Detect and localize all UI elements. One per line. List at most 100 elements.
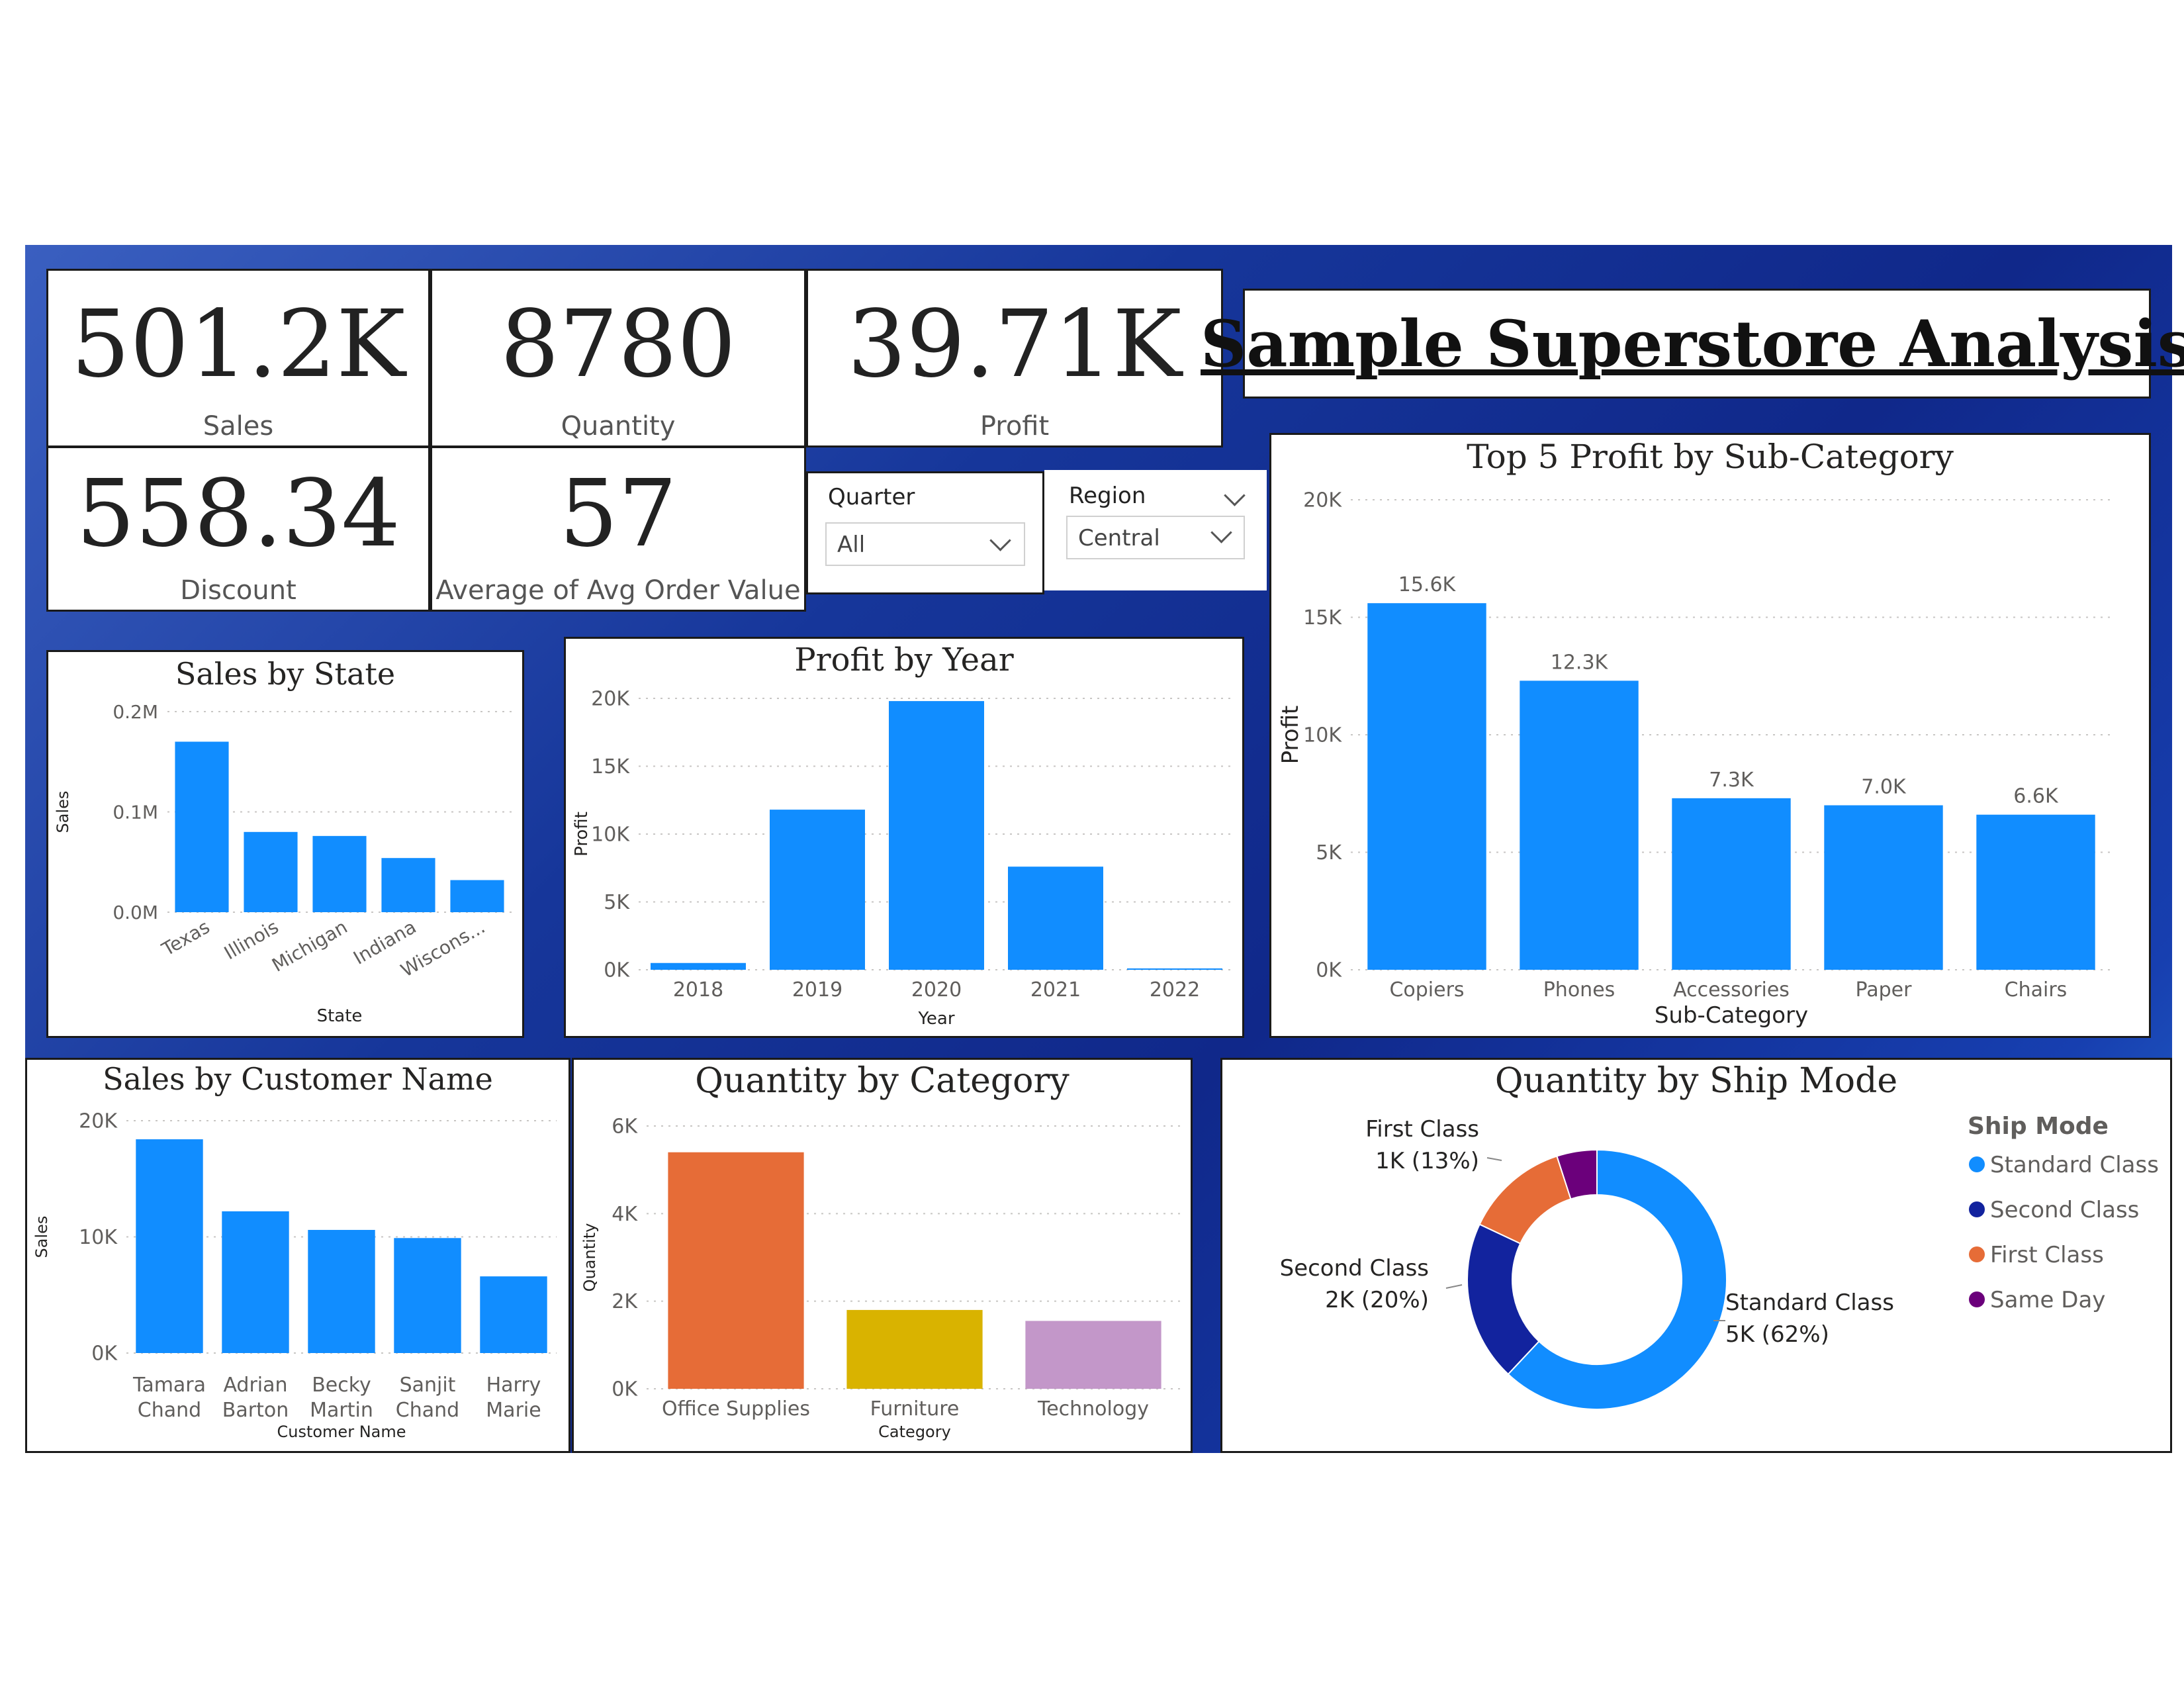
x-tick-label: Office Supplies <box>662 1397 810 1421</box>
donut-slice <box>1507 1149 1727 1410</box>
kpi-sales-value: 501.2K <box>71 291 406 399</box>
quantity-by-ship-mode-title: Quantity by Ship Mode <box>1494 1061 1898 1101</box>
legend-swatch <box>1969 1201 1985 1217</box>
quarter-slicer[interactable]: Quarter All <box>806 471 1044 594</box>
y-tick-label: 20K <box>79 1110 118 1133</box>
x-tick-label: Chand <box>396 1399 459 1422</box>
legend-entry: First Class <box>1990 1242 2104 1268</box>
y-tick-label: 5K <box>604 891 630 914</box>
y-tick-label: 6K <box>612 1115 638 1139</box>
x-tick-label: Phones <box>1543 978 1615 1002</box>
x-tick-label: Harry <box>486 1374 541 1397</box>
x-axis-title: Category <box>878 1423 951 1441</box>
x-tick-label: 2021 <box>1030 978 1081 1002</box>
y-tick-label: 4K <box>612 1203 638 1226</box>
sales-by-customer-visual[interactable]: Sales by Customer Name 0K 10K 20K Tamara Cha… <box>25 1058 570 1453</box>
kpi-card-avg-order-value[interactable]: 57 Average of Avg Order Value <box>430 446 806 612</box>
quantity-by-category-visual[interactable]: Quantity by Category 0K 2K 4K 6K Office Supp… <box>572 1058 1193 1453</box>
bar <box>651 962 746 970</box>
data-label: 1K (13%) <box>1375 1148 1479 1174</box>
x-axis-title: Year <box>917 1009 954 1029</box>
x-tick-label: Technology <box>1037 1397 1149 1421</box>
quarter-dropdown[interactable]: All <box>825 522 1025 566</box>
y-tick-label: 0K <box>612 1378 638 1401</box>
kpi-card-discount[interactable]: 558.34 Discount <box>46 446 430 612</box>
quarter-dropdown-value: All <box>837 532 866 558</box>
leader-line <box>1445 1284 1463 1289</box>
y-tick-label: 5K <box>1316 841 1342 865</box>
quarter-slicer-label: Quarter <box>828 484 915 510</box>
x-tick-label: Chairs <box>2005 978 2068 1002</box>
x-tick-label: Texas <box>158 915 213 961</box>
bar <box>1367 603 1486 970</box>
y-axis-title: Quantity <box>580 1223 599 1292</box>
bar <box>1127 968 1222 970</box>
kpi-profit-label: Profit <box>979 411 1050 442</box>
x-tick-label: Adrian <box>223 1374 287 1397</box>
sales-by-state-title: Sales by State <box>175 656 396 692</box>
bar <box>1520 680 1639 970</box>
chevron-down-icon[interactable] <box>1210 522 1232 543</box>
x-tick-label: Michigan <box>268 915 351 976</box>
data-label: 7.0K <box>1861 776 1907 799</box>
region-slicer[interactable]: Region Central <box>1044 470 1267 590</box>
y-tick-label: 0.2M <box>113 701 158 723</box>
x-tick-label: Paper <box>1856 978 1913 1002</box>
legend-entry: Second Class <box>1990 1197 2139 1223</box>
bar <box>308 1229 375 1353</box>
kpi-quantity-value: 8780 <box>500 291 737 399</box>
data-label: Second Class <box>1280 1255 1429 1282</box>
profit-by-year-title: Profit by Year <box>794 641 1014 679</box>
kpi-card-sales[interactable]: 501.2K Sales <box>46 269 430 447</box>
x-tick-label: Chand <box>138 1399 201 1422</box>
sales-by-customer-title: Sales by Customer Name <box>103 1061 493 1097</box>
kpi-profit-value: 39.71K <box>847 291 1182 399</box>
bar <box>1672 798 1791 970</box>
data-label: 7.3K <box>1709 769 1754 792</box>
kpi-sales-label: Sales <box>203 411 274 442</box>
kpi-card-profit[interactable]: 39.71K Profit <box>806 269 1223 447</box>
y-tick-label: 0.0M <box>113 902 158 923</box>
top5-profit-chart: 0K 5K 10K 15K 20K 15.6K Copiers 12.3K Phones 7.3K… <box>1277 489 2112 1029</box>
y-tick-label: 10K <box>591 823 630 847</box>
x-tick-label: Becky <box>312 1374 371 1397</box>
kpi-discount-value: 558.34 <box>76 460 400 568</box>
y-tick-label: 10K <box>79 1226 118 1249</box>
legend-swatch <box>1969 1246 1985 1262</box>
bar <box>1025 1321 1161 1389</box>
chevron-down-icon[interactable] <box>989 530 1011 551</box>
bar <box>1008 867 1103 970</box>
top5-profit-visual[interactable]: Top 5 Profit by Sub-Category 0K 5K 10K 15K 2… <box>1269 433 2151 1038</box>
region-slicer-label: Region <box>1069 483 1146 509</box>
data-label: 5K (62%) <box>1725 1321 1829 1348</box>
data-label: Standard Class <box>1725 1289 1894 1316</box>
kpi-quantity-label: Quantity <box>561 411 676 442</box>
kpi-avg-order-label: Average of Avg Order Value <box>435 575 801 606</box>
quantity-by-ship-mode-chart: Standard Class 5K (62%) Second Class 2K (20… <box>1280 1113 2159 1410</box>
region-dropdown[interactable]: Central <box>1066 516 1245 559</box>
x-axis-title: Sub-Category <box>1655 1002 1808 1029</box>
data-label: 15.6K <box>1398 573 1457 596</box>
quantity-by-ship-mode-visual[interactable]: Quantity by Ship Mode Standard Class 5K (… <box>1220 1058 2172 1453</box>
dashboard-title-box: Sample Superstore Analysis <box>1201 289 2184 399</box>
legend-entry: Standard Class <box>1990 1152 2159 1178</box>
bar <box>244 831 298 912</box>
profit-by-year-visual[interactable]: Profit by Year 0K 5K 10K 15K 20K 2018 2019 2020… <box>564 637 1244 1038</box>
sales-by-state-visual[interactable]: Sales by State 0.0M 0.1M 0.2M Texas Illinois… <box>46 650 524 1038</box>
x-tick-label: Furniture <box>870 1397 960 1421</box>
legend-swatch <box>1969 1291 1985 1307</box>
quantity-by-category-chart: 0K 2K 4K 6K Office Supplies Furniture Technolo… <box>580 1115 1183 1441</box>
kpi-card-quantity[interactable]: 8780 Quantity <box>430 269 806 447</box>
x-tick-label: 2018 <box>673 978 723 1002</box>
bar <box>889 701 984 970</box>
y-tick-label: 0K <box>604 959 630 982</box>
y-tick-label: 15K <box>591 755 630 778</box>
legend-swatch <box>1969 1156 1985 1172</box>
leader-line <box>1486 1157 1502 1161</box>
chevron-down-icon[interactable] <box>1224 485 1246 506</box>
x-tick-label: Sanjit <box>400 1374 456 1397</box>
data-label: 12.3K <box>1551 651 1609 674</box>
dashboard-canvas: 501.2K Sales 8780 Quantity 39.71K Profit… <box>25 245 2184 1453</box>
y-axis-title: Sales <box>32 1216 51 1258</box>
donut-slice <box>1479 1155 1572 1244</box>
